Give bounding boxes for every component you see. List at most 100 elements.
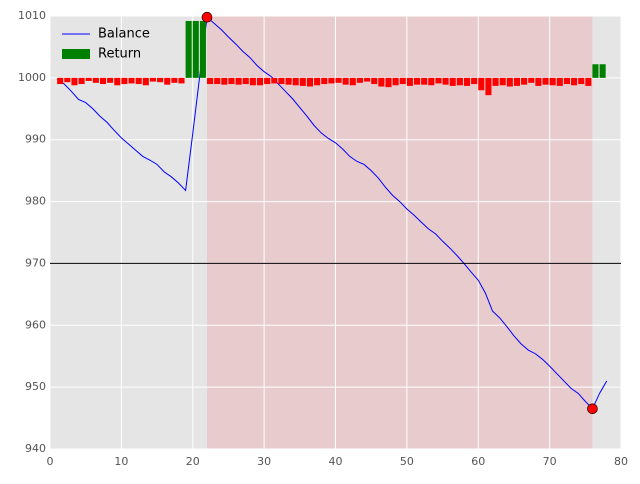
return-bar <box>235 77 242 85</box>
return-bar <box>556 77 563 86</box>
return-bar <box>128 77 135 84</box>
return-bar <box>335 77 342 83</box>
y-tick-label: 990 <box>25 133 46 146</box>
return-bar <box>378 77 385 87</box>
return-bar <box>171 77 178 83</box>
return-bar <box>271 77 278 84</box>
y-tick-label: 960 <box>25 318 46 331</box>
x-tick-label: 50 <box>400 455 414 468</box>
return-bar <box>199 20 206 78</box>
y-tick-label: 1010 <box>18 9 46 22</box>
return-bar <box>513 77 521 86</box>
return-bar <box>214 77 221 85</box>
return-bar <box>242 77 249 85</box>
return-bar <box>492 77 499 86</box>
return-bar <box>121 77 128 85</box>
x-tick-label: 0 <box>47 455 54 468</box>
return-bar <box>371 77 378 85</box>
return-bar <box>142 77 149 86</box>
return-bar <box>463 77 471 86</box>
return-bar <box>292 77 299 86</box>
return-bar <box>592 64 599 78</box>
plot-area <box>50 16 621 449</box>
balance-line <box>56 16 608 410</box>
return-bar <box>114 77 121 86</box>
return-bar <box>442 77 449 85</box>
return-bar <box>207 77 214 85</box>
return-bar <box>499 77 506 86</box>
return-bar <box>164 77 171 85</box>
return-bar <box>563 77 570 85</box>
return-bar <box>571 77 578 86</box>
return-bar <box>249 77 256 86</box>
x-tick-label: 20 <box>186 455 200 468</box>
return-bar <box>57 77 64 85</box>
legend-label: Return <box>98 47 141 62</box>
return-bar <box>485 77 492 96</box>
return-bar <box>278 77 285 85</box>
return-bar <box>178 77 185 84</box>
return-bar <box>435 77 442 84</box>
return-bar <box>306 77 314 87</box>
return-bar <box>328 77 335 84</box>
return-bar <box>157 77 164 83</box>
return-bar <box>285 77 292 85</box>
shaded-region <box>207 16 593 449</box>
return-bar <box>406 77 413 86</box>
y-tick-label: 950 <box>25 380 46 393</box>
return-bar <box>414 77 421 85</box>
y-tick-label: 940 <box>25 442 46 455</box>
return-bar <box>185 20 192 78</box>
x-tick-label: 40 <box>329 455 343 468</box>
return-bar <box>599 64 606 78</box>
return-bar <box>192 20 199 78</box>
legend-label: Balance <box>98 27 150 42</box>
return-bar <box>506 77 513 87</box>
return-bar <box>471 77 478 85</box>
legend-swatch <box>62 49 90 59</box>
y-tick-label: 970 <box>25 256 46 269</box>
return-bar <box>321 77 328 85</box>
return-bar <box>385 77 392 88</box>
y-tick-label: 980 <box>25 195 46 208</box>
x-tick-label: 10 <box>114 455 128 468</box>
return-bar <box>399 77 406 85</box>
x-tick-label: 30 <box>257 455 271 468</box>
return-bar <box>528 77 535 83</box>
return-bar <box>392 77 399 86</box>
return-bar <box>135 77 142 85</box>
return-bar <box>456 77 463 86</box>
return-bar <box>64 77 71 83</box>
return-bar <box>107 77 114 83</box>
return-bar <box>542 77 549 85</box>
return-bar <box>92 77 99 83</box>
x-tick-label: 80 <box>614 455 628 468</box>
return-bar <box>349 77 356 86</box>
return-bar <box>364 77 371 82</box>
return-bar <box>356 77 363 83</box>
return-bar <box>85 77 92 81</box>
return-bar <box>256 77 264 86</box>
return-bar <box>449 77 456 86</box>
marker <box>587 403 598 415</box>
return-bar <box>149 77 156 82</box>
return-bar <box>478 77 485 91</box>
return-bar <box>585 77 592 86</box>
return-bar <box>578 77 585 85</box>
return-bar <box>221 77 228 85</box>
return-bar <box>78 77 85 85</box>
return-bar <box>549 77 556 86</box>
return-bar <box>521 77 528 85</box>
return-bar <box>228 77 235 85</box>
marker <box>201 11 213 23</box>
return-bar <box>71 77 78 86</box>
return-bar <box>314 77 321 86</box>
return-bar <box>342 77 349 85</box>
x-tick-label: 60 <box>471 455 485 468</box>
return-bar <box>428 77 435 86</box>
return-bar <box>99 77 107 85</box>
return-bar <box>535 77 542 86</box>
return-bar <box>299 77 306 86</box>
